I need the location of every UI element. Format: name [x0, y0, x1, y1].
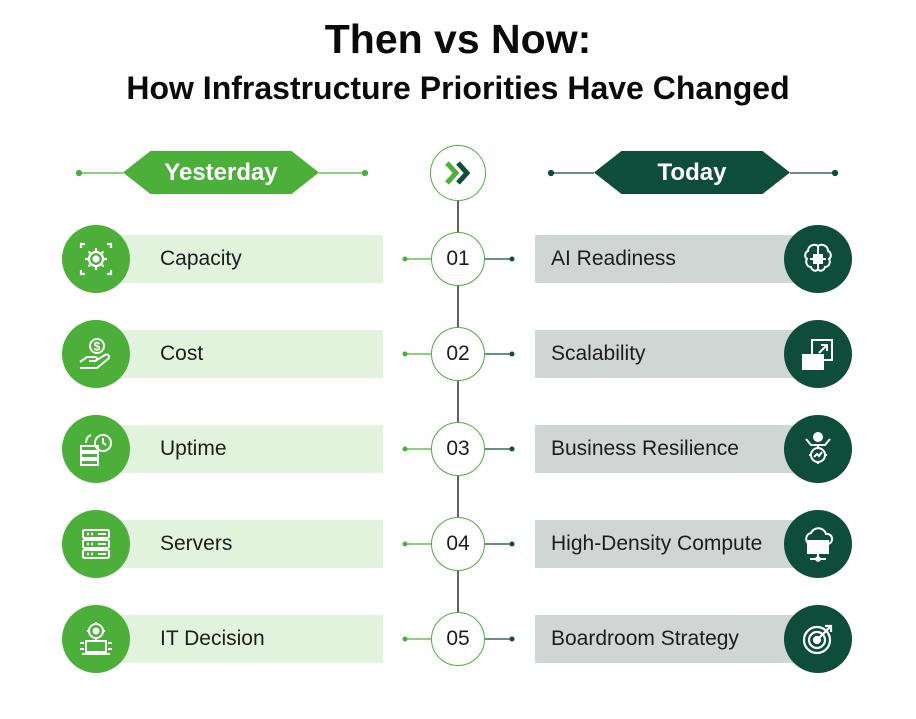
today-item-high-density-compute: High-Density Compute — [535, 520, 820, 568]
row-connector-dot — [402, 256, 408, 262]
row-connector-dot — [509, 636, 515, 642]
row-connector-dot — [402, 636, 408, 642]
today-item-scalability: Scalability — [535, 330, 820, 378]
server-rack-icon — [62, 510, 130, 578]
today-item-label: Scalability — [551, 342, 646, 365]
server-scale-icon — [784, 320, 852, 388]
row-connector-dot — [402, 541, 408, 547]
today-item-ai-readiness: AI Readiness — [535, 235, 820, 283]
cloud-server-icon — [784, 510, 852, 578]
yesterday-item-servers: Servers — [95, 520, 383, 568]
yesterday-item-label: IT Decision — [160, 627, 265, 650]
yesterday-item-it-decision: IT Decision — [95, 615, 383, 663]
row-connector-dot — [509, 541, 515, 547]
ai-brain-chip-icon — [784, 225, 852, 293]
row-connector-dot — [402, 351, 408, 357]
page-title: Then vs Now: — [324, 16, 592, 62]
yesterday-item-capacity: Capacity — [95, 235, 383, 283]
step-number: 05 — [431, 612, 485, 666]
server-clock-icon — [62, 415, 130, 483]
today-item-boardroom-strategy: Boardroom Strategy — [535, 615, 820, 663]
yesterday-item-label: Uptime — [160, 437, 227, 460]
person-laptop-gear-icon — [62, 605, 130, 673]
today-label: Today — [657, 158, 727, 186]
hand-dollar-icon: $ — [62, 320, 130, 388]
yesterday-banner: Yesterday — [123, 151, 319, 194]
yesterday-label: Yesterday — [164, 158, 278, 186]
today-item-label: Boardroom Strategy — [551, 627, 739, 650]
step-number: 02 — [431, 327, 485, 381]
step-number: 04 — [431, 517, 485, 571]
person-gear-icon — [784, 415, 852, 483]
today-item-label: High-Density Compute — [551, 532, 763, 555]
row-connector-dot — [509, 351, 515, 357]
step-number: 01 — [431, 232, 485, 286]
yesterday-item-label: Capacity — [160, 247, 242, 270]
row-connector-dot — [509, 256, 515, 262]
yesterday-item-label: Cost — [160, 342, 204, 365]
double-chevron-right-icon — [430, 145, 486, 201]
today-item-label: AI Readiness — [551, 247, 676, 270]
gear-arrows-icon — [62, 225, 130, 293]
row-connector-dot — [509, 446, 515, 452]
yesterday-item-cost: Cost — [95, 330, 383, 378]
yesterday-item-uptime: Uptime — [95, 425, 383, 473]
row-connector-dot — [402, 446, 408, 452]
page-subtitle: How Infrastructure Priorities Have Chang… — [126, 70, 790, 106]
today-item-business-resilience: Business Resilience — [535, 425, 820, 473]
today-item-label: Business Resilience — [551, 437, 739, 460]
target-arrow-icon — [784, 605, 852, 673]
svg-text:$: $ — [94, 340, 101, 354]
step-number: 03 — [431, 422, 485, 476]
today-banner: Today — [594, 151, 790, 194]
yesterday-item-label: Servers — [160, 532, 233, 555]
